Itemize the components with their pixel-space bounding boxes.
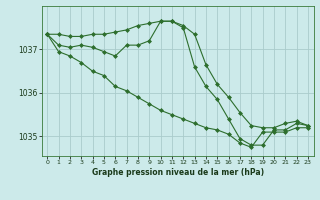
X-axis label: Graphe pression niveau de la mer (hPa): Graphe pression niveau de la mer (hPa) [92, 168, 264, 177]
